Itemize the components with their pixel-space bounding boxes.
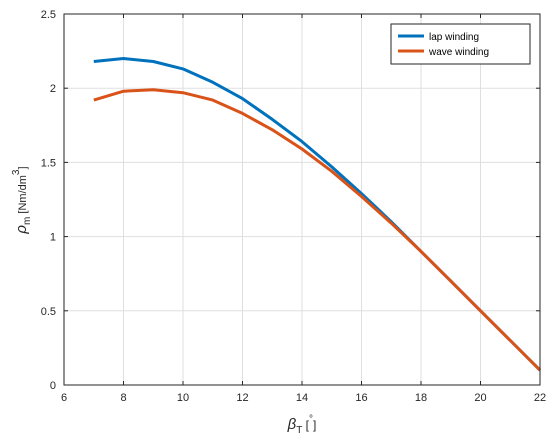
series-line-1 xyxy=(93,88,542,372)
y-axis-exponent: 3 xyxy=(11,169,22,175)
x-tick-label: 20 xyxy=(474,392,486,404)
x-tick-label: 6 xyxy=(61,392,67,404)
series-lines xyxy=(93,57,542,372)
y-tick-label: 2.5 xyxy=(41,9,56,21)
legend-box xyxy=(390,23,531,65)
y-axis-unit-close: ] xyxy=(17,166,29,169)
x-tick-label: 16 xyxy=(355,392,367,404)
y-axis-subscript: m xyxy=(22,217,33,225)
x-tick-label: 22 xyxy=(534,392,546,404)
y-axis-unit-open: [Nm/dm xyxy=(17,175,29,217)
x-tick-label: 12 xyxy=(236,392,248,404)
series-line-0 xyxy=(93,57,542,372)
y-tick-label: 2 xyxy=(50,83,56,95)
y-tick-label: 1.5 xyxy=(41,157,56,169)
y-tick-label: 0.5 xyxy=(41,306,56,318)
legend: lap winding wave winding xyxy=(390,23,531,65)
ticks: 6 8 10 12 14 16 18 20 22 0 0.5 1 1.5 2 2.5 xyxy=(41,9,546,404)
grid xyxy=(63,13,541,386)
y-tick-label: 0 xyxy=(50,380,56,392)
legend-label: wave winding xyxy=(428,47,489,58)
y-tick-label: 1 xyxy=(50,232,56,244)
y-axis-label: ρm [Nm/dm3] xyxy=(11,166,33,234)
x-axis-unit-close: ] xyxy=(313,418,316,432)
x-axis-unit: ° xyxy=(309,414,313,425)
y-axis-symbol: ρ xyxy=(13,225,30,235)
x-tick-label: 8 xyxy=(120,392,126,404)
x-tick-label: 18 xyxy=(415,392,427,404)
legend-label: lap winding xyxy=(429,32,479,43)
x-axis-unit-open: [ xyxy=(302,418,309,432)
x-tick-label: 10 xyxy=(177,392,189,404)
x-axis-label: βT [°] xyxy=(287,414,317,436)
x-tick-label: 14 xyxy=(296,392,308,404)
x-axis-subscript: T xyxy=(296,425,302,436)
x-axis-symbol: β xyxy=(287,416,297,433)
